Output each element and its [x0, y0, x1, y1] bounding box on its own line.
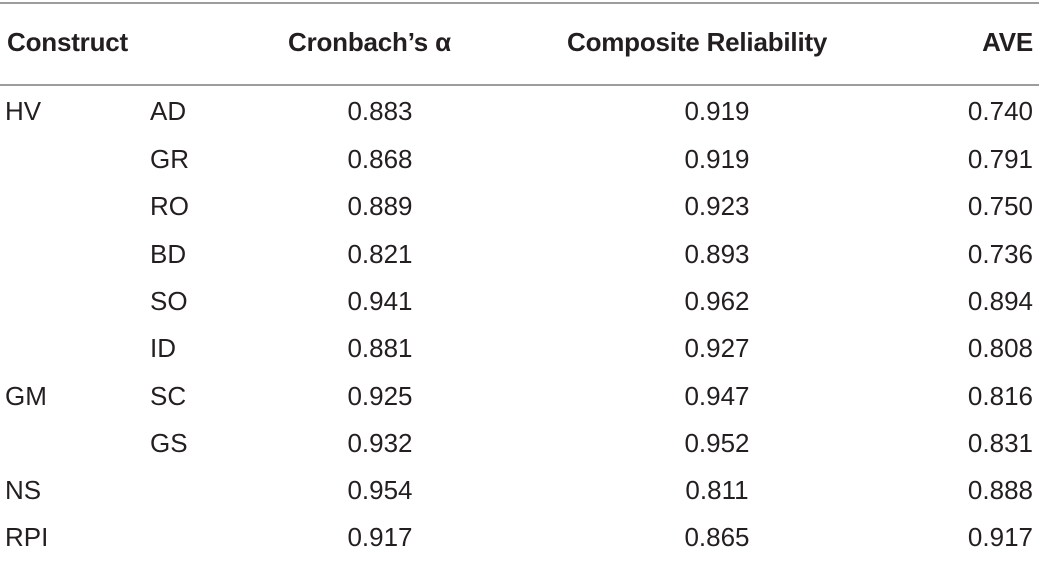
- cell-composite-reliability: 0.865: [684, 522, 750, 552]
- cell-composite-reliability: 0.811: [685, 475, 749, 505]
- cell-composite-reliability: 0.919: [684, 144, 750, 174]
- cell-alpha: 0.917: [347, 522, 413, 552]
- cell-subconstruct: RO: [150, 191, 189, 221]
- header-cronbachs-alpha: Cronbach’s α: [288, 27, 451, 57]
- cell-alpha: 0.868: [347, 144, 413, 174]
- cell-ave: 0.831: [967, 428, 1033, 458]
- cell-alpha: 0.954: [347, 475, 413, 505]
- cell-subconstruct: SC: [150, 381, 187, 411]
- cell-construct: NS: [5, 475, 42, 505]
- cell-alpha: 0.932: [347, 428, 413, 458]
- cell-ave: 0.791: [967, 144, 1033, 174]
- cell-construct: RPI: [5, 522, 49, 552]
- cell-composite-reliability: 0.952: [684, 428, 750, 458]
- table-header-rule: [0, 84, 1039, 86]
- table-row: GR 0.868 0.919 0.791: [0, 136, 1039, 183]
- cell-alpha: 0.889: [347, 191, 413, 221]
- cell-subconstruct: GS: [150, 428, 188, 458]
- cell-ave: 0.888: [967, 475, 1033, 505]
- table-row: GS 0.932 0.952 0.831: [0, 420, 1039, 467]
- table-row: ID 0.881 0.927 0.808: [0, 325, 1039, 372]
- cell-alpha: 0.941: [347, 286, 413, 316]
- cell-construct: GM: [5, 381, 47, 411]
- cell-composite-reliability: 0.947: [684, 381, 750, 411]
- cell-ave: 0.917: [967, 522, 1033, 552]
- cell-ave: 0.750: [967, 191, 1033, 221]
- table-row: RPI 0.917 0.865 0.917: [0, 514, 1039, 561]
- cell-subconstruct: BD: [150, 239, 187, 269]
- cell-construct: HV: [5, 96, 42, 126]
- cell-alpha: 0.881: [347, 333, 413, 363]
- header-ave: AVE: [982, 27, 1033, 57]
- cell-alpha: 0.821: [347, 239, 413, 269]
- cell-ave: 0.736: [967, 239, 1033, 269]
- cell-subconstruct: SO: [150, 286, 188, 316]
- cell-ave: 0.894: [967, 286, 1033, 316]
- cell-ave: 0.816: [967, 381, 1033, 411]
- header-composite-reliability: Composite Reliability: [567, 27, 828, 57]
- cell-subconstruct: ID: [150, 333, 176, 363]
- table-row: BD 0.821 0.893 0.736: [0, 231, 1039, 278]
- cell-composite-reliability: 0.893: [684, 239, 750, 269]
- table-row: SO 0.941 0.962 0.894: [0, 278, 1039, 325]
- table-top-rule: [0, 2, 1039, 4]
- cell-composite-reliability: 0.962: [684, 286, 750, 316]
- cell-alpha: 0.883: [347, 96, 413, 126]
- table-row: NS 0.954 0.811 0.888: [0, 467, 1039, 514]
- cell-ave: 0.808: [967, 333, 1033, 363]
- cell-composite-reliability: 0.919: [684, 96, 750, 126]
- table-row: HV AD 0.883 0.919 0.740: [0, 88, 1039, 135]
- cell-composite-reliability: 0.927: [684, 333, 750, 363]
- cell-subconstruct: AD: [150, 96, 187, 126]
- cell-composite-reliability: 0.923: [684, 191, 750, 221]
- cell-ave: 0.740: [967, 96, 1033, 126]
- table-row: RO 0.889 0.923 0.750: [0, 183, 1039, 230]
- table-row: GM SC 0.925 0.947 0.816: [0, 373, 1039, 420]
- header-construct: Construct: [7, 27, 128, 57]
- cell-alpha: 0.925: [347, 381, 413, 411]
- cell-subconstruct: GR: [150, 144, 189, 174]
